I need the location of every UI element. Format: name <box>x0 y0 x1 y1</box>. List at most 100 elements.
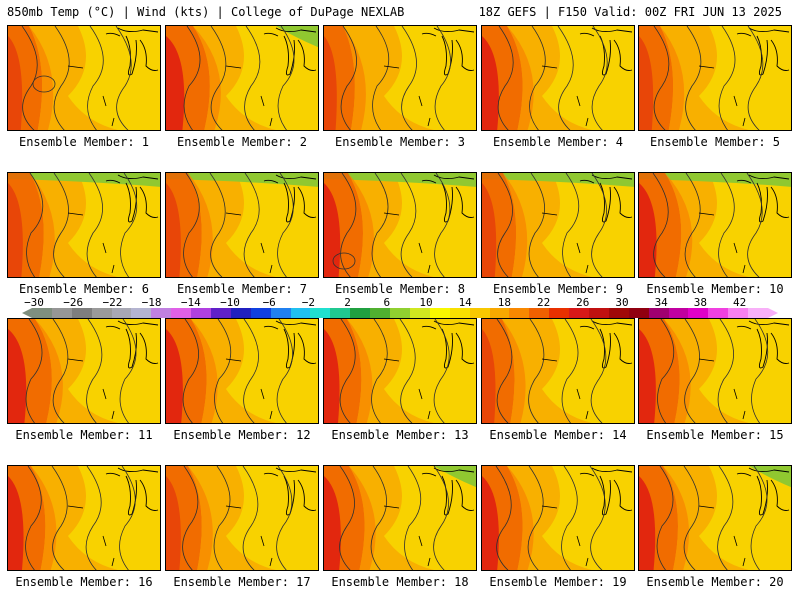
height-contour <box>495 466 512 570</box>
height-contour <box>86 173 103 277</box>
colorbar-tick-label: 38 <box>693 296 708 309</box>
colorbar-segment <box>569 308 590 318</box>
height-contour <box>590 319 607 423</box>
height-contour <box>683 466 700 570</box>
height-contour <box>400 173 417 277</box>
ensemble-panel <box>7 172 161 278</box>
colorbar-segment <box>728 308 749 318</box>
panel-label: Ensemble Member: 13 <box>331 428 469 442</box>
height-contour <box>51 466 68 570</box>
border-lines <box>383 358 431 420</box>
colorbar-segment <box>151 308 172 318</box>
great-lakes-outline <box>736 27 790 76</box>
height-contour <box>277 26 295 130</box>
panel-map <box>324 319 476 423</box>
colorbar-tick-label: −26 <box>63 296 84 309</box>
great-lakes-outline <box>736 174 790 223</box>
height-contour <box>371 319 388 423</box>
height-contour <box>242 466 259 570</box>
colorbar-tick-label: 18 <box>497 296 512 309</box>
panel-label: Ensemble Member: 1 <box>18 135 150 149</box>
border-lines <box>541 212 589 274</box>
colorbar-segment <box>191 308 212 318</box>
great-lakes-outline <box>579 467 633 516</box>
panel-label: Ensemble Member: 17 <box>173 575 311 589</box>
height-contour <box>372 26 390 130</box>
panel-label: Ensemble Member: 15 <box>646 428 784 442</box>
colorbar-segment <box>370 308 391 318</box>
cool-region <box>226 319 318 423</box>
height-contour <box>717 466 734 570</box>
border-lines <box>541 65 589 127</box>
height-contour <box>557 26 574 130</box>
height-contour <box>746 173 763 277</box>
colorbar-segment <box>131 308 152 318</box>
panel-label: Ensemble Member: 18 <box>331 575 469 589</box>
height-contour <box>684 319 700 423</box>
cool-region <box>699 319 791 423</box>
run-valid-time: 18Z GEFS | F150 Valid: 00Z FRI JUN 13 20… <box>478 5 782 19</box>
height-contour <box>496 319 513 423</box>
panel-label: Ensemble Member: 11 <box>15 428 153 442</box>
panel-label: Ensemble Member: 2 <box>176 135 308 149</box>
height-contour <box>243 319 259 423</box>
great-lakes-outline <box>579 27 633 76</box>
height-contour <box>717 319 734 423</box>
hot-region <box>639 36 654 130</box>
great-lakes-outline <box>263 467 317 516</box>
height-contour <box>751 319 769 423</box>
colorbar-arrow-right <box>768 308 778 318</box>
hot-region <box>8 476 24 570</box>
colorbar-tick-label: 30 <box>615 296 629 309</box>
height-contour <box>561 319 579 423</box>
border-lines <box>541 505 589 567</box>
ensemble-panel <box>165 318 319 424</box>
ensemble-panel <box>638 25 792 131</box>
panel-label: Ensemble Member: 19 <box>489 575 627 589</box>
colorbar-tick-label: −10 <box>220 296 240 309</box>
height-contour <box>657 319 675 423</box>
border-lines <box>225 65 273 127</box>
colorbar-tick-label: −18 <box>141 296 162 309</box>
ensemble-panel <box>165 172 319 278</box>
great-lakes-outline <box>105 27 159 76</box>
colorbar-segment <box>668 308 689 318</box>
height-contour <box>120 173 138 277</box>
border-lines <box>383 505 431 567</box>
cool-region <box>384 26 476 130</box>
colorbar-tick-label: 2 <box>344 296 351 309</box>
hot-region <box>166 36 185 130</box>
panel-map <box>482 26 634 130</box>
ensemble-panel <box>481 465 635 571</box>
colorbar-segment <box>211 308 232 318</box>
panel-label: Ensemble Member: 3 <box>334 135 466 149</box>
height-contour <box>243 173 260 277</box>
border-lines <box>67 358 115 420</box>
hot-region <box>639 329 656 423</box>
cool-region <box>226 173 318 277</box>
height-contour <box>25 319 43 423</box>
panel-label: Ensemble Member: 9 <box>492 282 624 296</box>
height-contour <box>370 466 387 570</box>
panel-label: Ensemble Member: 20 <box>646 575 784 589</box>
great-lakes-outline <box>105 174 159 223</box>
height-contour <box>561 466 578 570</box>
panel-label: Ensemble Member: 4 <box>492 135 624 149</box>
hot-region <box>166 183 181 277</box>
temperature-colorbar: −30 −26 −22 −18 −14 −10 −6 −2 2 6 10 14 18 22 26 30 34 38… <box>0 296 800 322</box>
height-contour <box>527 466 544 570</box>
colorbar-tick-label: 6 <box>383 296 391 309</box>
colorbar-tick-label: 26 <box>576 296 590 309</box>
border-lines <box>698 358 746 420</box>
height-contour <box>87 26 104 130</box>
border-lines <box>698 212 746 274</box>
height-contour <box>562 173 580 277</box>
height-contour <box>434 173 451 277</box>
colorbar-segment <box>409 308 431 318</box>
height-contour <box>276 466 293 570</box>
cool-region <box>542 319 634 423</box>
height-contour <box>209 173 226 277</box>
colorbar-tick-label: −30 <box>24 296 44 309</box>
height-contour <box>718 26 736 130</box>
